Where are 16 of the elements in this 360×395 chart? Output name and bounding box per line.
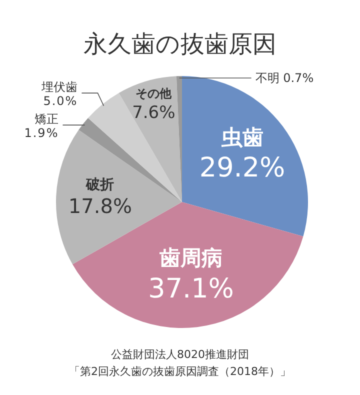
data-label: 5.0% bbox=[43, 94, 78, 108]
text: 公益財団法人8020推進財団 bbox=[111, 348, 249, 361]
data-label: 7.6% bbox=[132, 103, 176, 124]
chart-title: 永久歯の抜歯原因 bbox=[84, 30, 276, 58]
data-label: 37.1% bbox=[148, 273, 234, 304]
slice-label: 矯正 bbox=[34, 112, 59, 126]
slice-label: 歯周病 bbox=[158, 246, 223, 270]
data-label: 29.2% bbox=[199, 152, 286, 184]
slice-label: 虫歯 bbox=[220, 125, 264, 150]
data-label: 17.8% bbox=[68, 194, 132, 218]
slice-label: 埋伏歯 bbox=[40, 80, 78, 94]
slice-label: その他 bbox=[136, 86, 173, 101]
text: 「第2回永久歯の抜歯原因調査（2018年）」 bbox=[69, 365, 291, 378]
slice-label: 破折 bbox=[85, 177, 114, 194]
slice-label: 不明 0.7% bbox=[255, 71, 314, 86]
data-label: 1.9% bbox=[24, 126, 59, 140]
